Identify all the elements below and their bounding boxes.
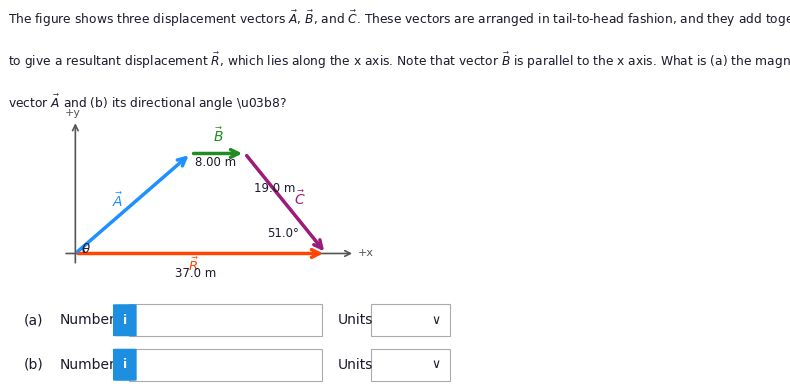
Text: Number: Number bbox=[59, 358, 115, 372]
Text: i: i bbox=[122, 314, 127, 327]
Text: to give a resultant displacement $\vec{R}$, which lies along the x axis. Note th: to give a resultant displacement $\vec{R… bbox=[8, 51, 790, 71]
Text: ∨: ∨ bbox=[431, 358, 441, 371]
Text: (b): (b) bbox=[24, 358, 43, 372]
Text: 19.0 m: 19.0 m bbox=[254, 182, 295, 195]
Text: 37.0 m: 37.0 m bbox=[175, 267, 216, 280]
FancyBboxPatch shape bbox=[371, 304, 450, 336]
Text: +y: +y bbox=[65, 108, 81, 118]
FancyBboxPatch shape bbox=[129, 349, 322, 381]
Text: i: i bbox=[122, 358, 127, 371]
Text: $\vec{A}$: $\vec{A}$ bbox=[112, 192, 123, 211]
FancyBboxPatch shape bbox=[113, 349, 137, 381]
Text: 8.00 m: 8.00 m bbox=[195, 156, 236, 170]
Text: $\theta$: $\theta$ bbox=[81, 242, 90, 256]
Text: $\vec{B}$: $\vec{B}$ bbox=[213, 127, 224, 145]
Text: +x: +x bbox=[357, 248, 374, 259]
Text: Units: Units bbox=[338, 313, 374, 327]
Text: ∨: ∨ bbox=[431, 314, 441, 327]
FancyBboxPatch shape bbox=[129, 304, 322, 336]
Text: Units: Units bbox=[338, 358, 374, 372]
Text: vector $\vec{A}$ and (b) its directional angle \u03b8?: vector $\vec{A}$ and (b) its directional… bbox=[8, 93, 287, 113]
Text: $\vec{C}$: $\vec{C}$ bbox=[294, 189, 306, 208]
Text: (a): (a) bbox=[24, 313, 43, 327]
Text: Number: Number bbox=[59, 313, 115, 327]
FancyBboxPatch shape bbox=[371, 349, 450, 381]
FancyBboxPatch shape bbox=[113, 304, 137, 336]
Text: The figure shows three displacement vectors $\vec{A}$, $\vec{B}$, and $\vec{C}$.: The figure shows three displacement vect… bbox=[8, 9, 790, 29]
Text: $\vec{R}$: $\vec{R}$ bbox=[188, 257, 199, 274]
Text: 51.0°: 51.0° bbox=[268, 227, 299, 240]
